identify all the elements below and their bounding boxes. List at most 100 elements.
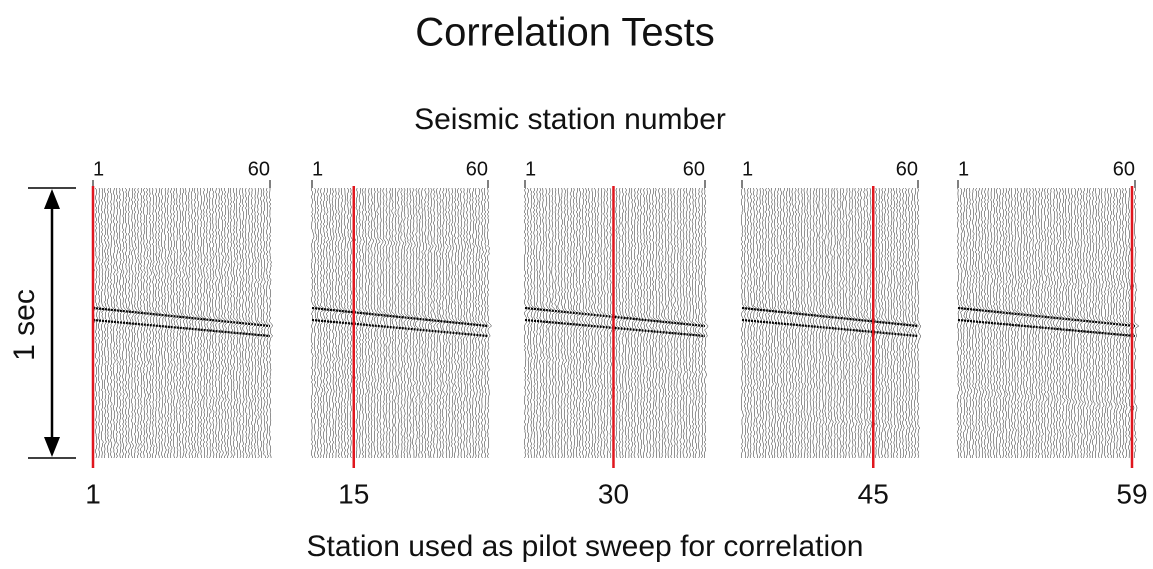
event	[311, 318, 489, 338]
trace	[566, 187, 572, 459]
trace	[661, 187, 667, 459]
trace	[1001, 187, 1007, 459]
trace	[202, 187, 207, 458]
trace	[1007, 187, 1012, 459]
trace	[740, 187, 745, 459]
trace	[154, 187, 160, 459]
trace	[1076, 187, 1082, 459]
trace	[460, 187, 464, 459]
trace	[391, 187, 396, 459]
trace	[478, 187, 482, 459]
trace	[536, 187, 540, 459]
trace	[361, 187, 366, 459]
trace	[448, 187, 453, 459]
trace	[670, 187, 676, 459]
trace	[830, 187, 835, 459]
trace	[469, 187, 474, 458]
trace	[845, 187, 851, 459]
trace	[833, 187, 838, 459]
trace	[175, 187, 180, 459]
trace	[370, 187, 376, 459]
seismic-panel	[523, 187, 709, 459]
trace	[211, 187, 218, 459]
trace	[609, 187, 614, 459]
trace	[606, 187, 611, 459]
trace	[673, 187, 678, 459]
trace	[648, 187, 654, 459]
trace	[806, 187, 812, 459]
trace	[836, 187, 842, 459]
trace	[869, 187, 874, 459]
trace	[442, 187, 447, 459]
trace	[621, 187, 627, 459]
trace	[545, 187, 550, 459]
trace	[848, 187, 853, 459]
trace	[322, 187, 328, 459]
trace	[151, 187, 157, 459]
trace	[208, 188, 213, 459]
trace	[1079, 187, 1085, 459]
trace	[406, 187, 412, 459]
trace	[1127, 187, 1133, 459]
trace	[367, 187, 373, 459]
trace	[881, 187, 886, 459]
trace	[642, 187, 647, 459]
trace	[597, 187, 602, 459]
trace	[572, 187, 577, 459]
trace	[533, 187, 538, 459]
trace	[433, 187, 439, 459]
trace	[667, 187, 672, 459]
trace	[530, 187, 535, 459]
trace	[400, 187, 405, 459]
trace	[250, 187, 257, 459]
trace	[854, 187, 860, 459]
trace	[1004, 187, 1010, 459]
trace	[163, 187, 168, 459]
trace	[746, 187, 751, 459]
trace	[1019, 187, 1025, 459]
trace	[827, 187, 832, 459]
trace	[259, 187, 265, 459]
trace	[703, 187, 709, 459]
trace	[484, 187, 489, 459]
trace	[136, 187, 142, 459]
trace	[878, 187, 884, 459]
station-tick-label: 1	[93, 158, 104, 180]
trace	[968, 187, 973, 459]
trace	[166, 187, 173, 459]
station-tick-label: 1	[958, 158, 969, 180]
event	[741, 306, 919, 328]
trace	[103, 187, 108, 459]
trace	[691, 187, 697, 459]
trace	[956, 187, 961, 459]
trace	[839, 187, 844, 459]
trace	[594, 187, 599, 459]
trace	[1082, 187, 1088, 459]
trace	[214, 187, 220, 459]
trace	[676, 187, 681, 459]
trace	[1112, 187, 1118, 459]
trace	[97, 187, 102, 459]
seismic-panel	[956, 187, 1140, 459]
trace	[328, 187, 333, 459]
trace	[436, 187, 441, 459]
trace	[388, 187, 394, 459]
trace	[866, 187, 871, 458]
trace	[109, 187, 115, 459]
title: Correlation Tests	[415, 11, 714, 55]
trace	[815, 187, 821, 459]
trace	[600, 187, 605, 459]
trace	[630, 188, 636, 459]
trace	[639, 187, 645, 459]
trace	[463, 187, 469, 459]
trace	[785, 187, 791, 459]
trace	[480, 187, 486, 459]
trace	[1109, 187, 1115, 459]
trace	[803, 187, 808, 459]
trace	[971, 187, 976, 459]
trace	[1022, 188, 1028, 459]
trace	[890, 187, 895, 459]
trace	[196, 187, 202, 459]
time-scale	[28, 187, 76, 459]
trace	[591, 187, 596, 459]
